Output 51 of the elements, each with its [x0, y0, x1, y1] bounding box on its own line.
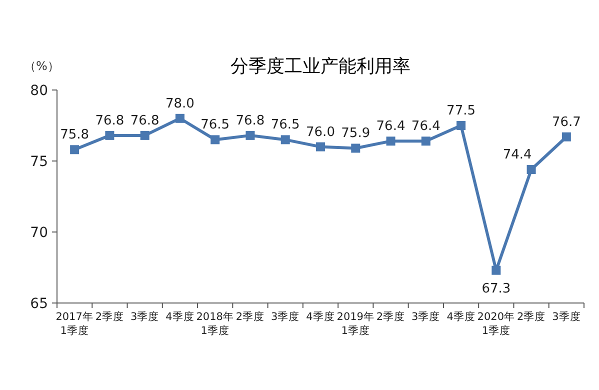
point [140, 130, 150, 140]
point [421, 136, 430, 146]
data-label: 67.3 [482, 281, 511, 296]
point [70, 145, 80, 154]
point [105, 130, 114, 140]
x-tick-label: 2季度 [236, 310, 265, 323]
x-tick-label: 3季度 [271, 310, 300, 323]
x-tick-label: 2019年 1季度 [336, 311, 374, 337]
data-label: 76.8 [236, 113, 265, 128]
point [175, 114, 184, 123]
point [210, 135, 220, 144]
x-tick-label: 2017年 1季度 [56, 311, 94, 337]
y-tick-label: 70 [30, 225, 48, 241]
data-label: 76.8 [130, 113, 160, 128]
x-tick-label: 3季度 [552, 310, 581, 323]
data-label: 77.5 [446, 104, 476, 118]
data-label: 76.5 [200, 118, 230, 133]
point [386, 136, 396, 146]
x-tick-label: 2020年 1季度 [477, 311, 516, 337]
x-tick-label: 4季度 [446, 310, 476, 323]
y-tick-label: 80 [30, 83, 48, 99]
data-label: 76.7 [552, 114, 581, 130]
x-tick-label: 2018年 1季度 [196, 311, 234, 337]
chart-title: 分季度工业产能利用率 [230, 56, 410, 77]
y-axis-title: （%） [24, 59, 60, 73]
data-label: 78.0 [165, 96, 194, 112]
x-tick-label: 4季度 [306, 310, 335, 323]
x-tick-label: 4季度 [166, 310, 194, 323]
data-label: 76.4 [411, 119, 440, 134]
point [526, 165, 536, 174]
x-tick-label: 3季度 [412, 310, 440, 323]
y-tick-label: 65 [30, 296, 48, 312]
data-label: 76.8 [95, 113, 124, 128]
point [562, 132, 571, 142]
x-tick-label: 2季度 [95, 310, 124, 323]
data-label: 76.0 [306, 124, 335, 140]
data-label: 76.4 [376, 119, 406, 134]
point [492, 266, 501, 275]
x-tick-label: 3季度 [130, 310, 160, 323]
data-label: 75.8 [60, 128, 90, 143]
point [280, 135, 290, 144]
point [456, 121, 466, 130]
point [351, 144, 360, 153]
data-label: 75.9 [341, 126, 370, 142]
x-tick-label: 2季度 [376, 310, 406, 323]
data-label: 76.5 [270, 118, 300, 133]
point [246, 130, 255, 140]
x-tick-label: 2季度 [516, 310, 546, 323]
data-label: 74.4 [502, 148, 532, 163]
y-tick-label: 75 [30, 154, 48, 170]
point [316, 142, 325, 152]
